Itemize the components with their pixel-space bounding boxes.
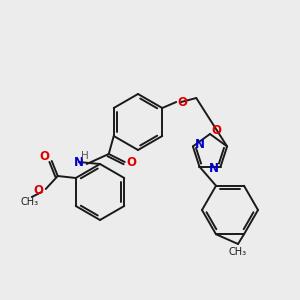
Text: O: O: [211, 124, 221, 136]
Text: H: H: [81, 151, 88, 161]
Text: O: O: [40, 149, 50, 163]
Text: N: N: [208, 162, 219, 175]
Text: CH₃: CH₃: [229, 247, 247, 257]
Text: O: O: [177, 95, 187, 109]
Text: CH₃: CH₃: [21, 197, 39, 207]
Text: O: O: [34, 184, 44, 196]
Text: O: O: [127, 155, 137, 169]
Text: N: N: [74, 155, 84, 169]
Text: N: N: [195, 138, 205, 151]
